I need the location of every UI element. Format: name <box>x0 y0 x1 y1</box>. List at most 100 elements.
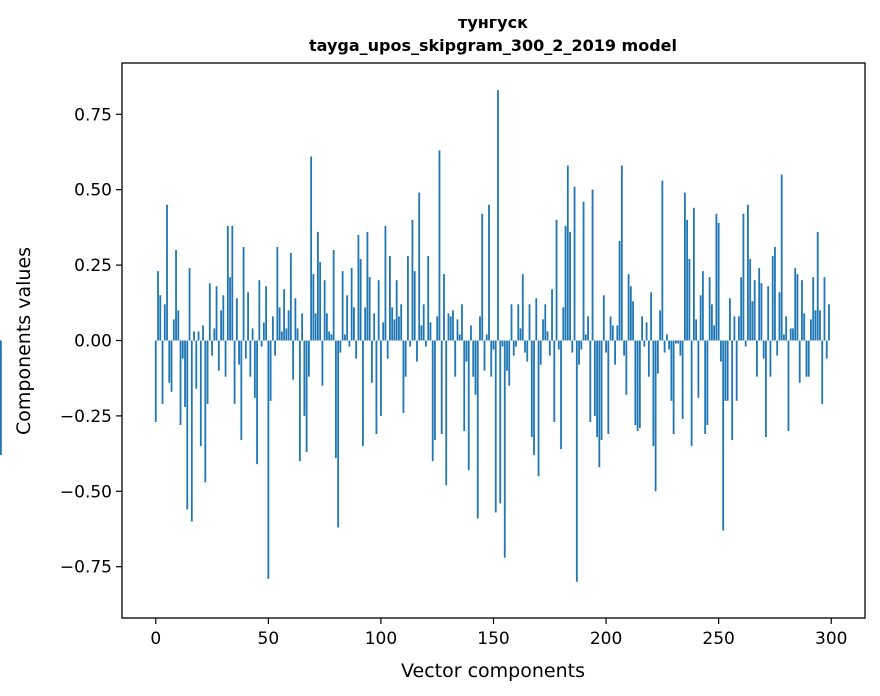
bar-91 <box>359 259 362 341</box>
x-tick-label: 100 <box>365 629 397 649</box>
bar-27 <box>215 286 218 341</box>
bar-259 <box>738 316 740 341</box>
bar-220 <box>650 292 653 341</box>
bar-78 <box>330 334 333 341</box>
bar-70 <box>312 274 315 341</box>
bar-272 <box>767 286 770 341</box>
bar-164 <box>524 340 526 353</box>
bar-65 <box>301 313 304 341</box>
bar-51 <box>269 340 272 401</box>
bar-225 <box>661 180 664 341</box>
bar-83 <box>341 271 344 341</box>
bar-263 <box>747 204 749 341</box>
bar-36 <box>235 298 238 341</box>
bar-52 <box>271 316 274 341</box>
bar-289 <box>805 340 808 377</box>
bar-278 <box>780 174 783 341</box>
bar-182 <box>564 225 567 341</box>
bar-187 <box>575 340 578 582</box>
bar-152 <box>497 90 499 341</box>
bar-286 <box>798 340 801 383</box>
bar-149 <box>490 340 493 377</box>
bar-293 <box>814 310 817 341</box>
bar-253 <box>724 340 727 401</box>
bar-75 <box>323 280 326 341</box>
bar-283 <box>792 328 794 341</box>
bar-28 <box>217 340 220 371</box>
bar-60 <box>289 253 292 341</box>
bar-132 <box>452 310 454 341</box>
bar-46 <box>258 280 261 341</box>
bar-25 <box>211 340 213 356</box>
bar-85 <box>346 295 349 341</box>
bar-108 <box>398 316 400 341</box>
bar-64 <box>298 340 301 462</box>
bar-200 <box>605 340 607 353</box>
bar-231 <box>674 340 677 344</box>
bar-116 <box>416 340 418 362</box>
bar-32 <box>226 225 229 341</box>
bar-205 <box>616 325 619 341</box>
bar-144 <box>479 316 481 341</box>
bar-3 <box>161 340 164 404</box>
bar-211 <box>629 286 632 341</box>
bar-54 <box>276 246 279 341</box>
bar-series <box>0 90 830 582</box>
bar-250 <box>717 222 720 341</box>
bar-280 <box>785 316 788 341</box>
bar-234 <box>681 340 684 419</box>
bar-22 <box>204 340 207 483</box>
bar-53 <box>274 340 276 356</box>
bar-261 <box>742 213 745 341</box>
bar-156 <box>506 340 508 371</box>
bar-124 <box>434 340 436 441</box>
bar-137 <box>463 340 466 431</box>
bar-115 <box>413 271 416 341</box>
bar-218 <box>645 322 648 341</box>
bar-264 <box>749 259 752 341</box>
bar-121 <box>427 256 430 341</box>
bar-128 <box>443 274 445 341</box>
bar-66 <box>303 340 306 416</box>
bar-139 <box>467 340 470 471</box>
bar-102 <box>384 225 387 341</box>
bar-133 <box>454 340 457 377</box>
bar-100 <box>380 340 382 416</box>
bar-81 <box>337 340 340 528</box>
bar-44 <box>253 340 256 398</box>
bar-111 <box>404 340 407 377</box>
bar-194 <box>591 189 594 341</box>
bar-195 <box>593 340 596 416</box>
bar-72 <box>316 231 319 341</box>
bar-110 <box>402 340 405 413</box>
bar-16 <box>190 340 193 522</box>
bar-13 <box>184 340 186 407</box>
bar-193 <box>589 340 592 422</box>
bar-undefined <box>0 340 2 456</box>
x-tick-label: 250 <box>702 629 734 649</box>
bar-98 <box>375 340 378 435</box>
bar-292 <box>812 277 815 341</box>
bar-69 <box>310 156 313 341</box>
bar-14 <box>186 340 189 510</box>
bar-171 <box>539 340 542 365</box>
bar-222 <box>654 340 657 492</box>
bar-199 <box>602 295 605 341</box>
bar-281 <box>787 340 790 431</box>
x-tick-label: 0 <box>150 629 161 649</box>
bar-288 <box>803 313 806 341</box>
bar-202 <box>609 316 612 341</box>
bar-47 <box>260 340 263 347</box>
bar-105 <box>391 307 394 341</box>
bar-238 <box>690 340 693 447</box>
bar-89 <box>355 340 358 359</box>
bar-88 <box>353 307 355 341</box>
bar-11 <box>179 340 182 425</box>
bar-180 <box>560 340 562 450</box>
bar-148 <box>488 204 490 341</box>
bar-181 <box>562 307 565 341</box>
bar-189 <box>580 340 583 350</box>
bar-246 <box>708 277 711 341</box>
bar-30 <box>222 295 225 341</box>
bar-127 <box>440 340 443 435</box>
